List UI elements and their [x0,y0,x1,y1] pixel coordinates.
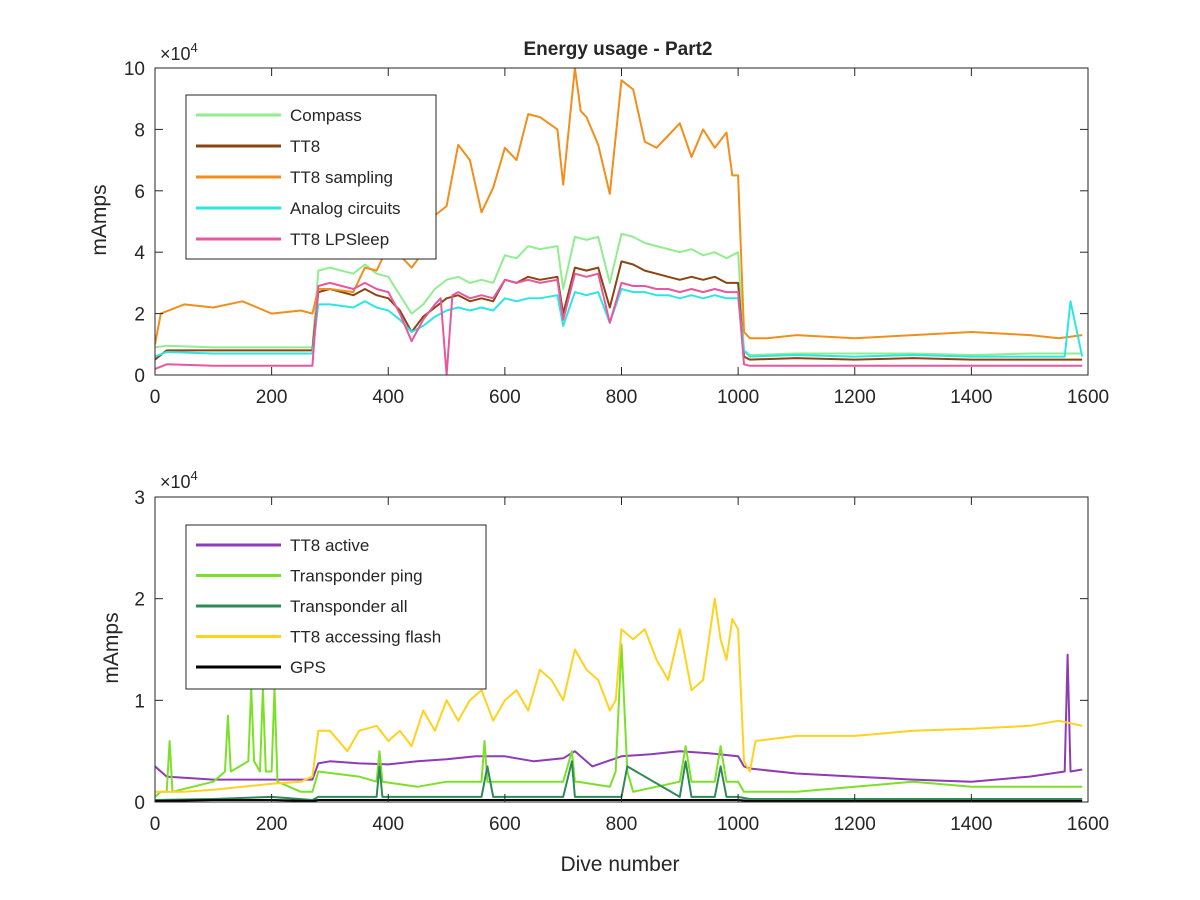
top-x-tick-label: 800 [606,387,638,408]
bottom-legend-label-4: GPS [290,658,326,677]
bottom-chart-y-axis-label: mAmps [100,612,123,683]
bottom-y-tick-label: 2 [134,590,145,611]
bottom-x-tick-label: 0 [150,814,161,835]
top-legend-label-0: Compass [290,106,362,125]
bottom-x-tick-label: 200 [256,814,288,835]
bottom-legend-label-3: TT8 accessing flash [290,628,441,647]
bottom-legend: TT8 active Transponder ping Transponder al… [185,524,487,690]
top-legend-label-2: TT8 sampling [290,168,393,187]
top-chart-title: Energy usage - Part2 [523,39,712,60]
top-x-tick-label: 1400 [950,387,992,408]
bottom-series-line-0 [155,653,1083,783]
top-legend: Compass TT8 TT8 sampling Analog circuits TT8… [185,94,437,260]
top-legend-label-3: Analog circuits [290,199,401,218]
bottom-x-tick-label: 1400 [950,814,992,835]
top-legend-label-1: TT8 [290,137,320,156]
bottom-y-tick-label: 3 [134,488,145,509]
top-series-group [155,68,1084,375]
bottom-legend-label-1: Transponder ping [290,567,423,586]
top-chart-panel: Energy usage - Part2 ×104 mAmps 0 200 400 6… [88,39,1109,408]
top-y-tick-label: 10 [124,59,145,80]
top-y-tick-label: 0 [134,366,145,387]
top-y-tick-label: 8 [134,120,145,141]
top-series-line-3 [155,288,1084,358]
bottom-legend-label-2: Transponder all [290,597,408,616]
top-x-tick-label: 0 [150,387,161,408]
bottom-x-tick-label: 1000 [717,814,759,835]
bottom-series-line-3 [155,597,1083,793]
bottom-x-tick-label: 400 [372,814,404,835]
bottom-series-line-4 [155,799,1083,802]
top-x-tick-label: 200 [256,387,288,408]
bottom-series-line-2 [155,760,1083,801]
top-y-tick-label: 6 [134,182,145,203]
bottom-chart-y-exponent: ×104 [160,468,198,492]
top-series-line-2 [155,68,1083,345]
top-series-line-4 [155,272,1083,375]
bottom-y-tick-label: 1 [134,691,145,712]
top-x-tick-label: 1000 [717,387,759,408]
top-y-tick-label: 4 [134,243,145,264]
bottom-legend-label-0: TT8 active [290,536,369,555]
top-x-tick-label: 600 [489,387,521,408]
bottom-x-tick-label: 1200 [834,814,876,835]
bottom-series-line-1 [155,643,1083,798]
top-x-tick-label: 1600 [1067,387,1109,408]
top-legend-label-4: TT8 LPSleep [290,230,389,249]
bottom-x-tick-label: 1600 [1067,814,1109,835]
top-chart-y-axis-label: mAmps [88,184,111,255]
top-x-tick-label: 400 [372,387,404,408]
bottom-x-tick-label: 600 [489,814,521,835]
top-chart-y-exponent: ×104 [160,40,198,64]
top-x-tick-label: 1200 [834,387,876,408]
bottom-y-tick-label: 0 [134,793,145,814]
top-y-tick-label: 2 [134,305,145,326]
bottom-chart-x-axis-label: Dive number [560,853,679,876]
bottom-chart-panel: ×104 mAmps Dive number 0 200 400 600 800 1000… [100,468,1109,876]
bottom-x-tick-label: 800 [606,814,638,835]
